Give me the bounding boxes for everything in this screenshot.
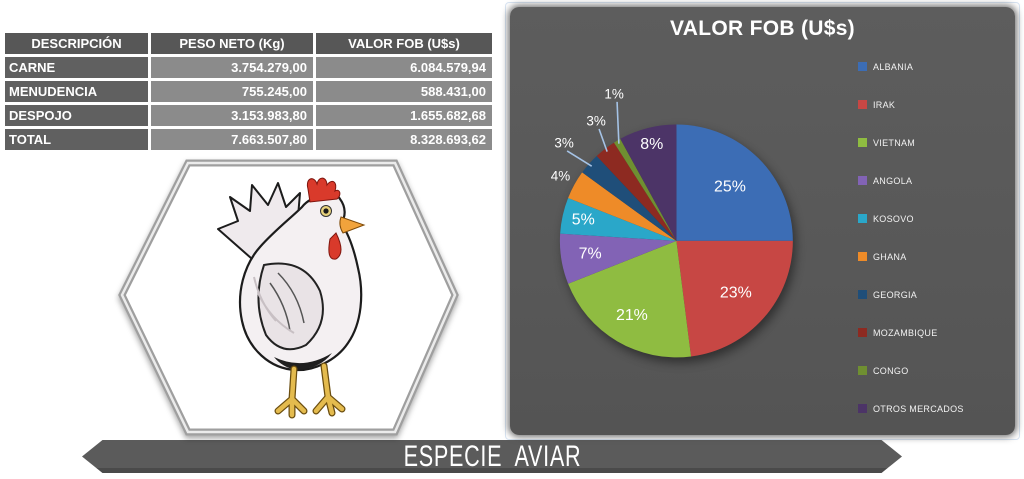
legend-swatch: [858, 328, 867, 337]
legend-label: ALBANIA: [873, 61, 914, 72]
table-cell: 588.431,00: [316, 81, 492, 102]
pie-label: 7%: [579, 246, 602, 263]
legend-swatch: [858, 138, 867, 147]
legend-label: ANGOLA: [873, 175, 913, 186]
table-cell: 1.655.682,68: [316, 105, 492, 126]
pie-slice-georgia: [582, 156, 677, 241]
legend-label: GEORGIA: [873, 289, 918, 300]
banner-especie-aviar: ESPECIE AVIAR: [82, 440, 902, 473]
pie-slice-vietnam: [568, 240, 692, 358]
table-cell: 7.663.507,80: [151, 129, 313, 150]
pie-leader-line: [598, 128, 608, 152]
table-cell: 3.153.983,80: [151, 105, 313, 126]
banner-label: ESPECIE AVIAR: [403, 440, 581, 473]
pie-label: 4%: [551, 168, 570, 183]
pie-slice-mozambique: [596, 142, 677, 241]
table-cell: 8.328.693,62: [316, 129, 492, 150]
pie-slice-congo: [613, 138, 677, 241]
table-cell: 755.245,00: [151, 81, 313, 102]
legend-item: IRAK: [858, 99, 964, 110]
pie-chart: 25% 23% 21% 7% 5% 4% 3% 3% 1% 8%: [551, 86, 793, 358]
legend-item: GHANA: [858, 251, 964, 262]
legend-swatch: [858, 214, 867, 223]
legend-item: ANGOLA: [858, 175, 964, 186]
table-cell: 3.754.279,00: [151, 57, 313, 78]
legend-label: VIETNAM: [873, 137, 916, 148]
pie-label: 25%: [714, 179, 746, 196]
legend-swatch: [858, 404, 867, 413]
legend-swatch: [858, 366, 867, 375]
legend-item: GEORGIA: [858, 289, 964, 300]
table-row-label: DESPOJO: [5, 105, 148, 126]
legend-item: VIETNAM: [858, 137, 964, 148]
legend-swatch: [858, 176, 867, 185]
legend-item: MOZAMBIQUE: [858, 327, 964, 338]
pie-label: 21%: [616, 307, 648, 324]
chart-frame: VALOR FOB (U$s) 25% 23% 21% 7% 5% 4% 3% 3% 1% 8% …: [505, 2, 1020, 440]
chart-title: VALOR FOB (U$s): [670, 17, 855, 40]
legend-item: CONGO: [858, 365, 964, 376]
chart-panel: VALOR FOB (U$s) 25% 23% 21% 7% 5% 4% 3% 3% 1% 8% …: [510, 7, 1015, 435]
pie-slice-ghana: [568, 172, 677, 241]
legend-swatch: [858, 62, 867, 71]
legend-item: KOSOVO: [858, 213, 964, 224]
table-cell: 6.084.579,94: [316, 57, 492, 78]
pie-label: 23%: [720, 284, 752, 301]
pie-slice-angola: [559, 233, 677, 284]
pie-label: 3%: [554, 136, 573, 151]
hexagon-frame: [118, 159, 459, 436]
legend-item: ALBANIA: [858, 61, 964, 72]
legend-label: IRAK: [873, 99, 896, 110]
pie-leader-line: [616, 101, 620, 144]
pie-label: 1%: [604, 86, 623, 101]
pie-leader-line: [566, 150, 593, 167]
chart-legend: ALBANIA IRAK VIETNAM ANGOLA KOSOVO GHANA: [858, 61, 964, 414]
table-row-label: MENUDENCIA: [5, 81, 148, 102]
legend-label: OTROS MERCADOS: [873, 403, 964, 414]
legend-label: MOZAMBIQUE: [873, 327, 938, 338]
pie-label: 5%: [572, 211, 595, 228]
chicken-illustration: [217, 177, 366, 419]
table-row-label: TOTAL: [5, 129, 148, 150]
pie-label: 8%: [640, 136, 663, 153]
pie-slice-irak: [676, 240, 793, 357]
legend-swatch: [858, 290, 867, 299]
data-table: DESCRIPCIÓN PESO NETO (Kg) VALOR FOB (U$…: [5, 33, 492, 150]
table-header-peso-neto: PESO NETO (Kg): [151, 33, 313, 54]
pie-label: 3%: [586, 114, 605, 129]
legend-swatch: [858, 252, 867, 261]
legend-item: OTROS MERCADOS: [858, 403, 964, 414]
table-header-descripcion: DESCRIPCIÓN: [5, 33, 148, 54]
legend-label: CONGO: [873, 365, 909, 376]
legend-swatch: [858, 100, 867, 109]
table-row-label: CARNE: [5, 57, 148, 78]
pie-slice-albania: [676, 124, 793, 241]
pie-slice-kosovo: [560, 198, 677, 241]
pie-slice-otros-mercados: [620, 124, 677, 241]
legend-label: KOSOVO: [873, 213, 914, 224]
table-header-valor-fob: VALOR FOB (U$s): [316, 33, 492, 54]
legend-label: GHANA: [873, 251, 907, 262]
